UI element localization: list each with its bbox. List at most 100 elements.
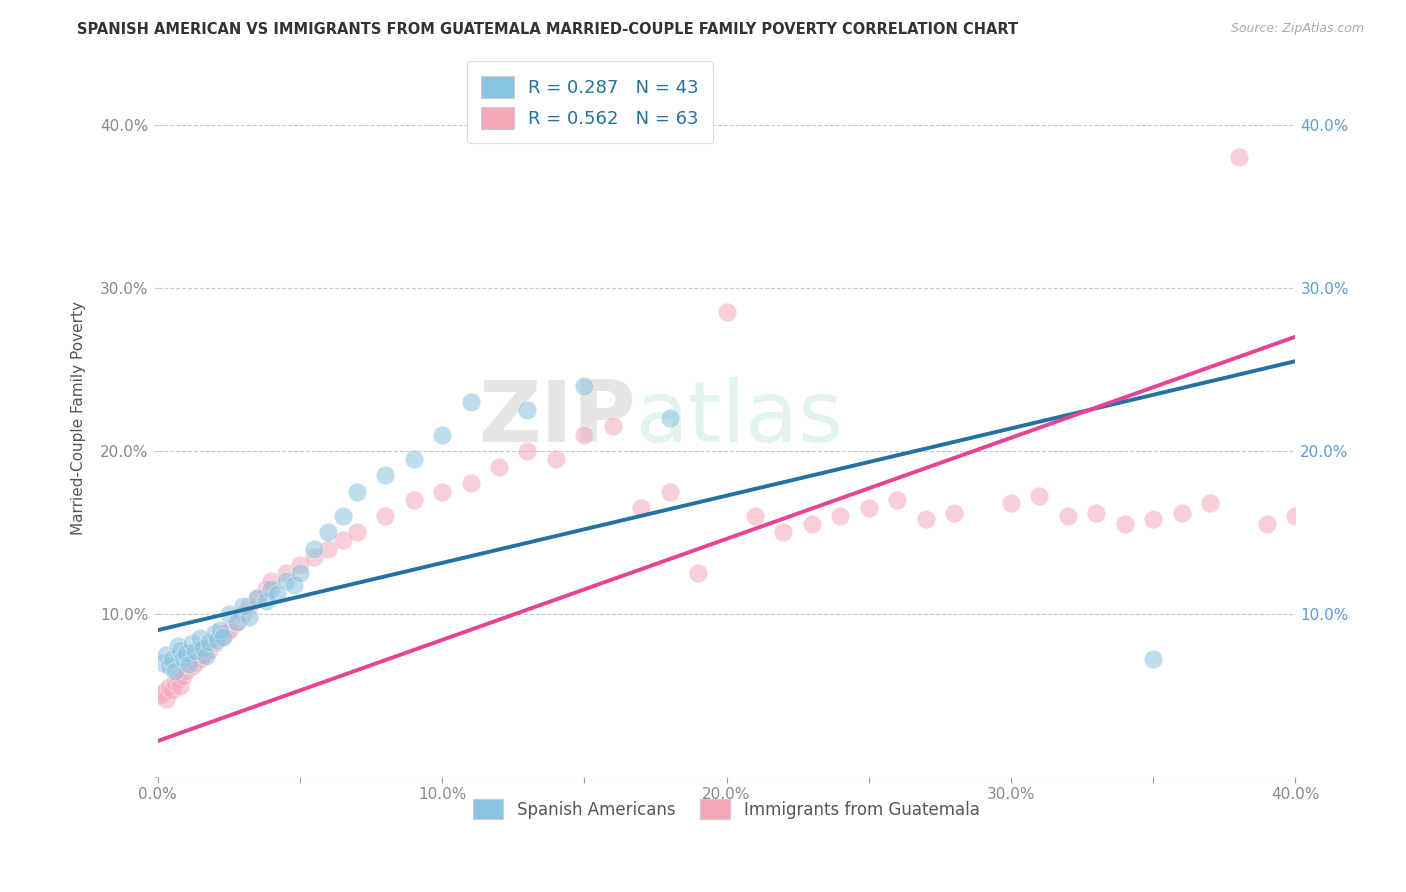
Point <box>1199 496 1222 510</box>
Point <box>374 509 396 524</box>
Point <box>1142 512 1164 526</box>
Point <box>183 656 205 670</box>
Point <box>1256 517 1278 532</box>
Point <box>274 566 297 580</box>
Point <box>430 427 453 442</box>
Point <box>266 587 288 601</box>
Point <box>246 591 269 605</box>
Point <box>246 591 269 605</box>
Point <box>183 644 205 658</box>
Point <box>716 305 738 319</box>
Point <box>886 492 908 507</box>
Point <box>174 646 197 660</box>
Point <box>488 460 510 475</box>
Point <box>1085 506 1108 520</box>
Point <box>169 642 191 657</box>
Point <box>155 648 177 662</box>
Point <box>318 525 340 540</box>
Point <box>172 669 194 683</box>
Point <box>172 651 194 665</box>
Point <box>226 615 249 629</box>
Point <box>1284 509 1306 524</box>
Point <box>232 607 254 621</box>
Point <box>1142 652 1164 666</box>
Point <box>1028 490 1050 504</box>
Point <box>658 484 681 499</box>
Point <box>1227 150 1250 164</box>
Text: SPANISH AMERICAN VS IMMIGRANTS FROM GUATEMALA MARRIED-COUPLE FAMILY POVERTY CORR: SPANISH AMERICAN VS IMMIGRANTS FROM GUAT… <box>77 22 1018 37</box>
Point <box>188 632 211 646</box>
Point <box>302 549 325 564</box>
Point <box>195 649 218 664</box>
Point <box>163 675 186 690</box>
Point <box>346 484 368 499</box>
Point <box>155 691 177 706</box>
Point <box>193 648 215 662</box>
Point <box>204 626 226 640</box>
Point <box>630 500 652 515</box>
Point <box>602 419 624 434</box>
Point <box>402 492 425 507</box>
Point <box>744 509 766 524</box>
Point <box>169 679 191 693</box>
Point <box>800 517 823 532</box>
Y-axis label: Married-Couple Family Poverty: Married-Couple Family Poverty <box>72 301 86 535</box>
Point <box>772 525 794 540</box>
Point <box>166 640 188 654</box>
Point <box>544 452 567 467</box>
Point <box>209 623 232 637</box>
Point <box>830 509 852 524</box>
Point <box>346 525 368 540</box>
Point <box>226 615 249 629</box>
Point <box>516 443 538 458</box>
Legend: Spanish Americans, Immigrants from Guatemala: Spanish Americans, Immigrants from Guate… <box>467 792 986 826</box>
Point <box>658 411 681 425</box>
Point <box>198 634 221 648</box>
Text: Source: ZipAtlas.com: Source: ZipAtlas.com <box>1230 22 1364 36</box>
Point <box>157 659 180 673</box>
Point <box>254 594 277 608</box>
Point <box>212 630 235 644</box>
Point <box>1170 506 1192 520</box>
Point <box>688 566 710 580</box>
Point <box>274 574 297 589</box>
Point <box>288 566 311 580</box>
Point <box>238 610 260 624</box>
Point <box>166 672 188 686</box>
Point <box>574 427 596 442</box>
Point <box>149 689 172 703</box>
Point <box>254 582 277 597</box>
Point <box>157 680 180 694</box>
Point <box>460 476 482 491</box>
Point <box>374 468 396 483</box>
Point <box>1057 509 1080 524</box>
Point <box>574 378 596 392</box>
Text: ZIP: ZIP <box>478 376 636 459</box>
Point <box>914 512 936 526</box>
Point <box>283 577 305 591</box>
Point <box>204 636 226 650</box>
Point <box>1114 517 1136 532</box>
Point <box>152 656 174 670</box>
Point <box>160 652 183 666</box>
Point <box>858 500 880 515</box>
Text: atlas: atlas <box>636 376 844 459</box>
Point <box>332 509 354 524</box>
Point <box>288 558 311 572</box>
Point <box>180 659 202 673</box>
Point <box>302 541 325 556</box>
Point <box>193 641 215 656</box>
Point <box>177 657 200 672</box>
Point <box>260 574 283 589</box>
Point <box>460 395 482 409</box>
Point <box>188 652 211 666</box>
Point <box>260 582 283 597</box>
Point <box>198 642 221 657</box>
Point <box>207 632 229 647</box>
Point <box>209 632 232 646</box>
Point <box>218 607 240 621</box>
Point <box>174 664 197 678</box>
Point <box>943 506 966 520</box>
Point <box>232 599 254 613</box>
Point <box>238 599 260 613</box>
